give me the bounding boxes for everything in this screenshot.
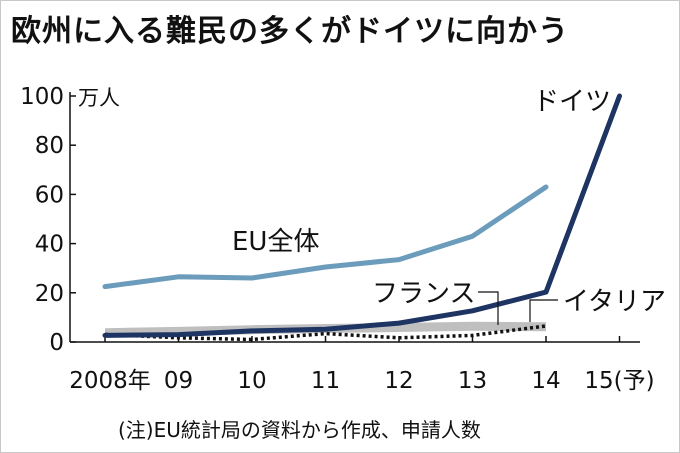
- y-tick-label: 20: [35, 281, 64, 307]
- x-tick-label: 15(予): [584, 368, 654, 394]
- italy-leader-line: [529, 299, 558, 322]
- x-tick-label: 12: [384, 368, 413, 394]
- france-leader-line: [478, 291, 499, 325]
- y-tick-label: 80: [35, 133, 64, 159]
- series-line-eu-total: [102, 184, 549, 290]
- series-label-italy: イタリア: [563, 287, 666, 317]
- x-tick-label: 13: [458, 368, 487, 394]
- series-label-eu-total: EU全体: [232, 227, 319, 257]
- y-tick-label: 40: [35, 232, 64, 258]
- series-line-italy: [104, 324, 547, 342]
- x-tick-label: 10: [237, 368, 266, 394]
- x-tick-label: 14: [531, 368, 560, 394]
- footnote: (注)EU統計局の資料から作成、申請人数: [118, 418, 481, 442]
- y-unit-label: 万人: [78, 86, 120, 110]
- series-label-germany: ドイツ: [533, 87, 611, 117]
- chart-title: 欧州に入る難民の多くがドイツに向かう: [11, 14, 569, 49]
- y-tick-label: 0: [49, 330, 64, 356]
- series-line-germany: [102, 93, 622, 338]
- y-tick-label: 60: [35, 182, 64, 208]
- series-label-france: フランス: [372, 279, 475, 309]
- x-tick-label: 11: [311, 368, 340, 394]
- x-tick-label: 2008年: [69, 368, 151, 394]
- x-tick-label: 09: [164, 368, 193, 394]
- y-tick-label: 100: [20, 84, 64, 110]
